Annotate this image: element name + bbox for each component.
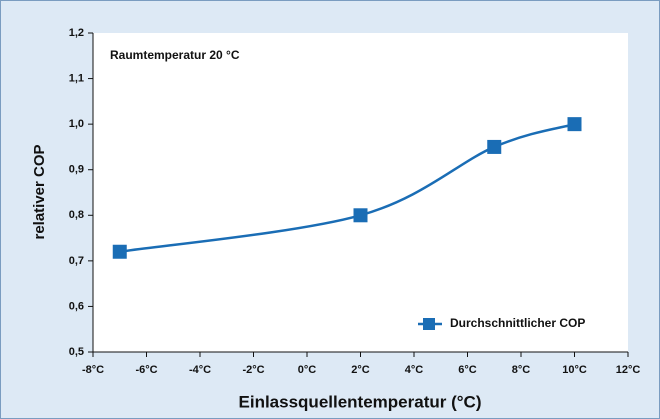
y-tick-label: 0,9 bbox=[69, 164, 84, 176]
y-axis-label: relativer COP bbox=[31, 144, 48, 239]
x-tick-label: 8°C bbox=[512, 364, 531, 376]
series-line bbox=[119, 122, 575, 253]
x-tick-label: -2°C bbox=[242, 364, 264, 376]
y-tick-label: 1,1 bbox=[69, 72, 84, 84]
x-tick-label: -8°C bbox=[82, 364, 104, 376]
y-tick-label: 0,5 bbox=[69, 346, 84, 358]
x-tick-label: 0°C bbox=[298, 364, 317, 376]
marker bbox=[487, 139, 502, 154]
y-tick-label: 1,0 bbox=[69, 118, 84, 130]
marker bbox=[112, 244, 127, 259]
marker bbox=[567, 117, 582, 132]
x-tick-label: -6°C bbox=[135, 364, 157, 376]
legend-marker bbox=[423, 318, 435, 330]
plot-area bbox=[93, 33, 628, 352]
legend-label: Durchschnittlicher COP bbox=[450, 316, 585, 330]
marker bbox=[353, 208, 368, 223]
x-tick-label: 4°C bbox=[405, 364, 424, 376]
x-tick-label: 10°C bbox=[562, 364, 587, 376]
annotation: Raumtemperatur 20 °C bbox=[110, 48, 240, 62]
x-tick-label: 2°C bbox=[351, 364, 370, 376]
x-tick-label: 12°C bbox=[616, 364, 641, 376]
x-axis-label: Einlassquellentemperatur (°C) bbox=[239, 392, 482, 411]
x-tick-label: -4°C bbox=[189, 364, 211, 376]
y-tick-label: 0,8 bbox=[69, 209, 84, 221]
y-tick-label: 0,6 bbox=[69, 300, 84, 312]
x-tick-label: 6°C bbox=[458, 364, 477, 376]
y-tick-label: 1,2 bbox=[69, 27, 84, 39]
y-tick-label: 0,7 bbox=[69, 255, 84, 267]
